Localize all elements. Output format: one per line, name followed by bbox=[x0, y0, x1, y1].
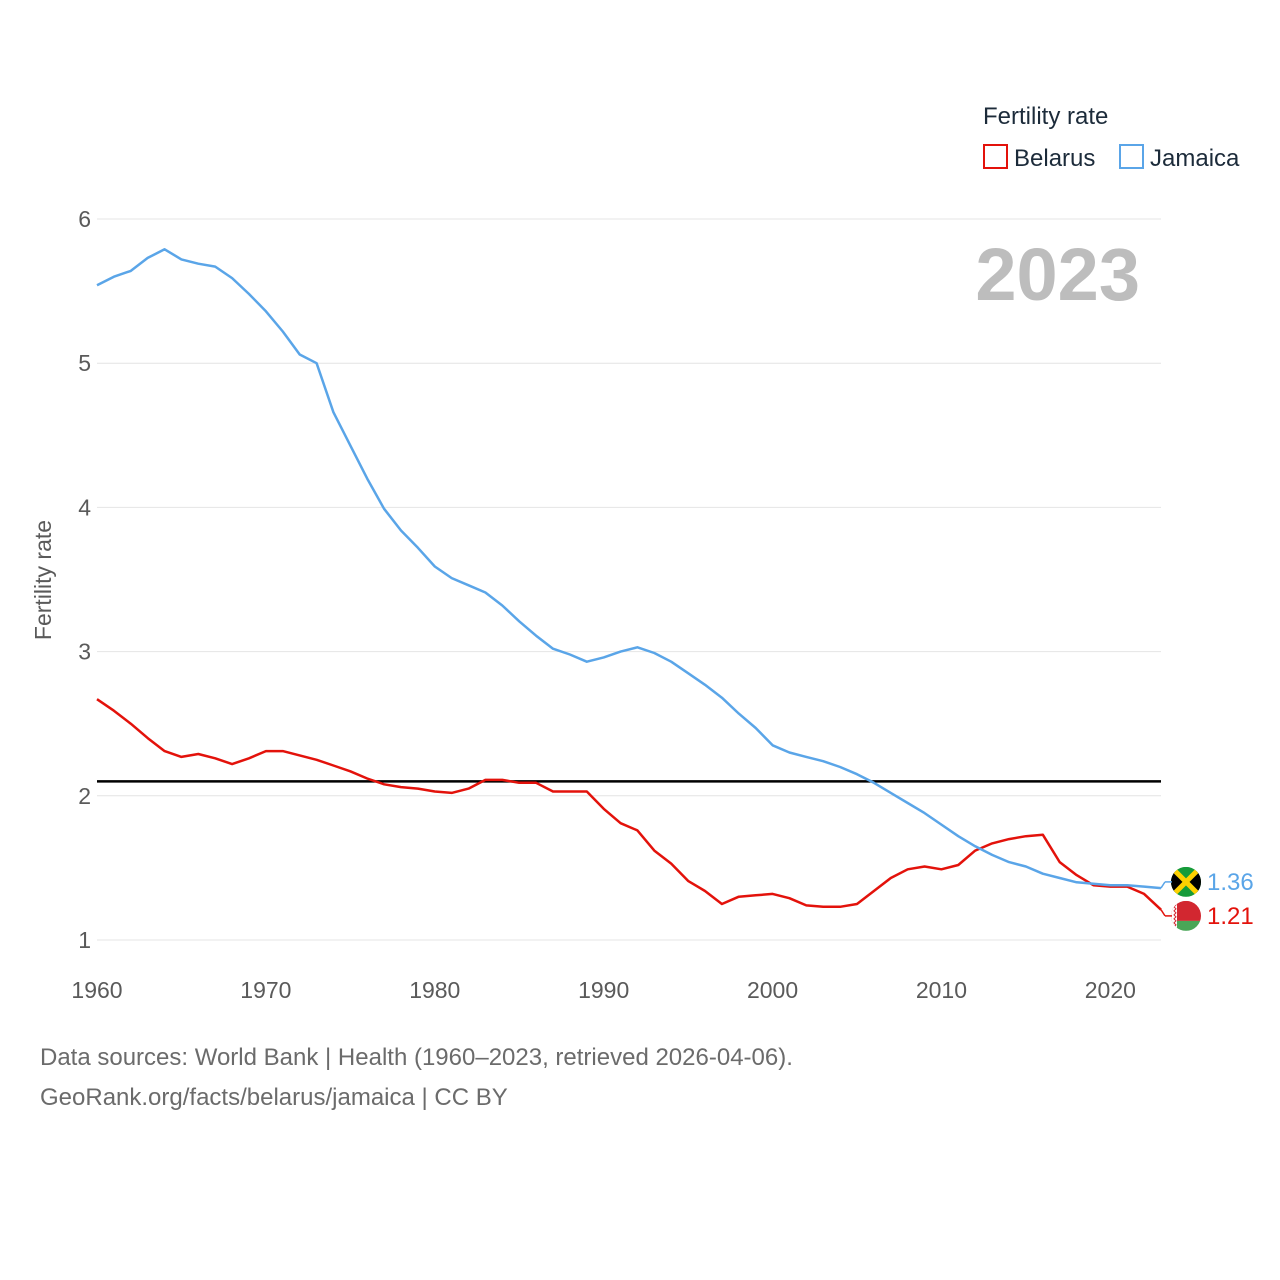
x-tick-labels: 1960 1970 1980 1990 2000 2010 2020 bbox=[71, 977, 1136, 1003]
source-url-footer[interactable]: GeoRank.org/facts/belarus/jamaica | CC B… bbox=[40, 1084, 508, 1111]
y-tick-1: 1 bbox=[78, 927, 91, 953]
jamaica-flag-icon bbox=[1171, 866, 1201, 897]
x-tick-1980: 1980 bbox=[409, 977, 460, 1003]
end-markers: 1.36 1.21 bbox=[1160, 866, 1254, 931]
x-tick-2000: 2000 bbox=[747, 977, 798, 1003]
x-tick-1990: 1990 bbox=[578, 977, 629, 1003]
legend: Fertility rate Belarus Jamaica bbox=[983, 103, 1240, 172]
data-source-footer: Data sources: World Bank | Health (1960–… bbox=[40, 1044, 793, 1071]
x-tick-2010: 2010 bbox=[916, 977, 967, 1003]
year-label: 2023 bbox=[975, 233, 1140, 316]
legend-label-belarus[interactable]: Belarus bbox=[1014, 145, 1095, 172]
legend-swatch-belarus[interactable] bbox=[983, 144, 1008, 169]
y-gridlines bbox=[97, 218, 1161, 941]
y-tick-6: 6 bbox=[78, 206, 91, 232]
belarus-flag-icon bbox=[1171, 900, 1201, 931]
series-line-belarus bbox=[96, 698, 1162, 911]
y-tick-labels: 1 2 3 4 5 6 bbox=[78, 206, 91, 953]
x-tick-1970: 1970 bbox=[240, 977, 291, 1003]
series-line-jamaica bbox=[96, 248, 1162, 890]
y-axis-title: Fertility rate bbox=[30, 520, 56, 640]
belarus-end-connector bbox=[1160, 909, 1166, 917]
jamaica-end-value-label: 1.36 bbox=[1207, 869, 1254, 896]
belarus-end-value-label: 1.21 bbox=[1207, 903, 1254, 930]
y-tick-4: 4 bbox=[78, 494, 91, 520]
series-lines bbox=[96, 248, 1162, 911]
y-tick-3: 3 bbox=[78, 639, 91, 665]
legend-label-jamaica[interactable]: Jamaica bbox=[1150, 145, 1240, 172]
y-tick-2: 2 bbox=[78, 783, 91, 809]
x-tick-2020: 2020 bbox=[1085, 977, 1136, 1003]
jamaica-end-connector bbox=[1160, 881, 1166, 889]
legend-title: Fertility rate bbox=[983, 103, 1108, 130]
x-tick-1960: 1960 bbox=[71, 977, 122, 1003]
legend-swatch-jamaica[interactable] bbox=[1119, 144, 1144, 169]
y-tick-5: 5 bbox=[78, 350, 91, 376]
